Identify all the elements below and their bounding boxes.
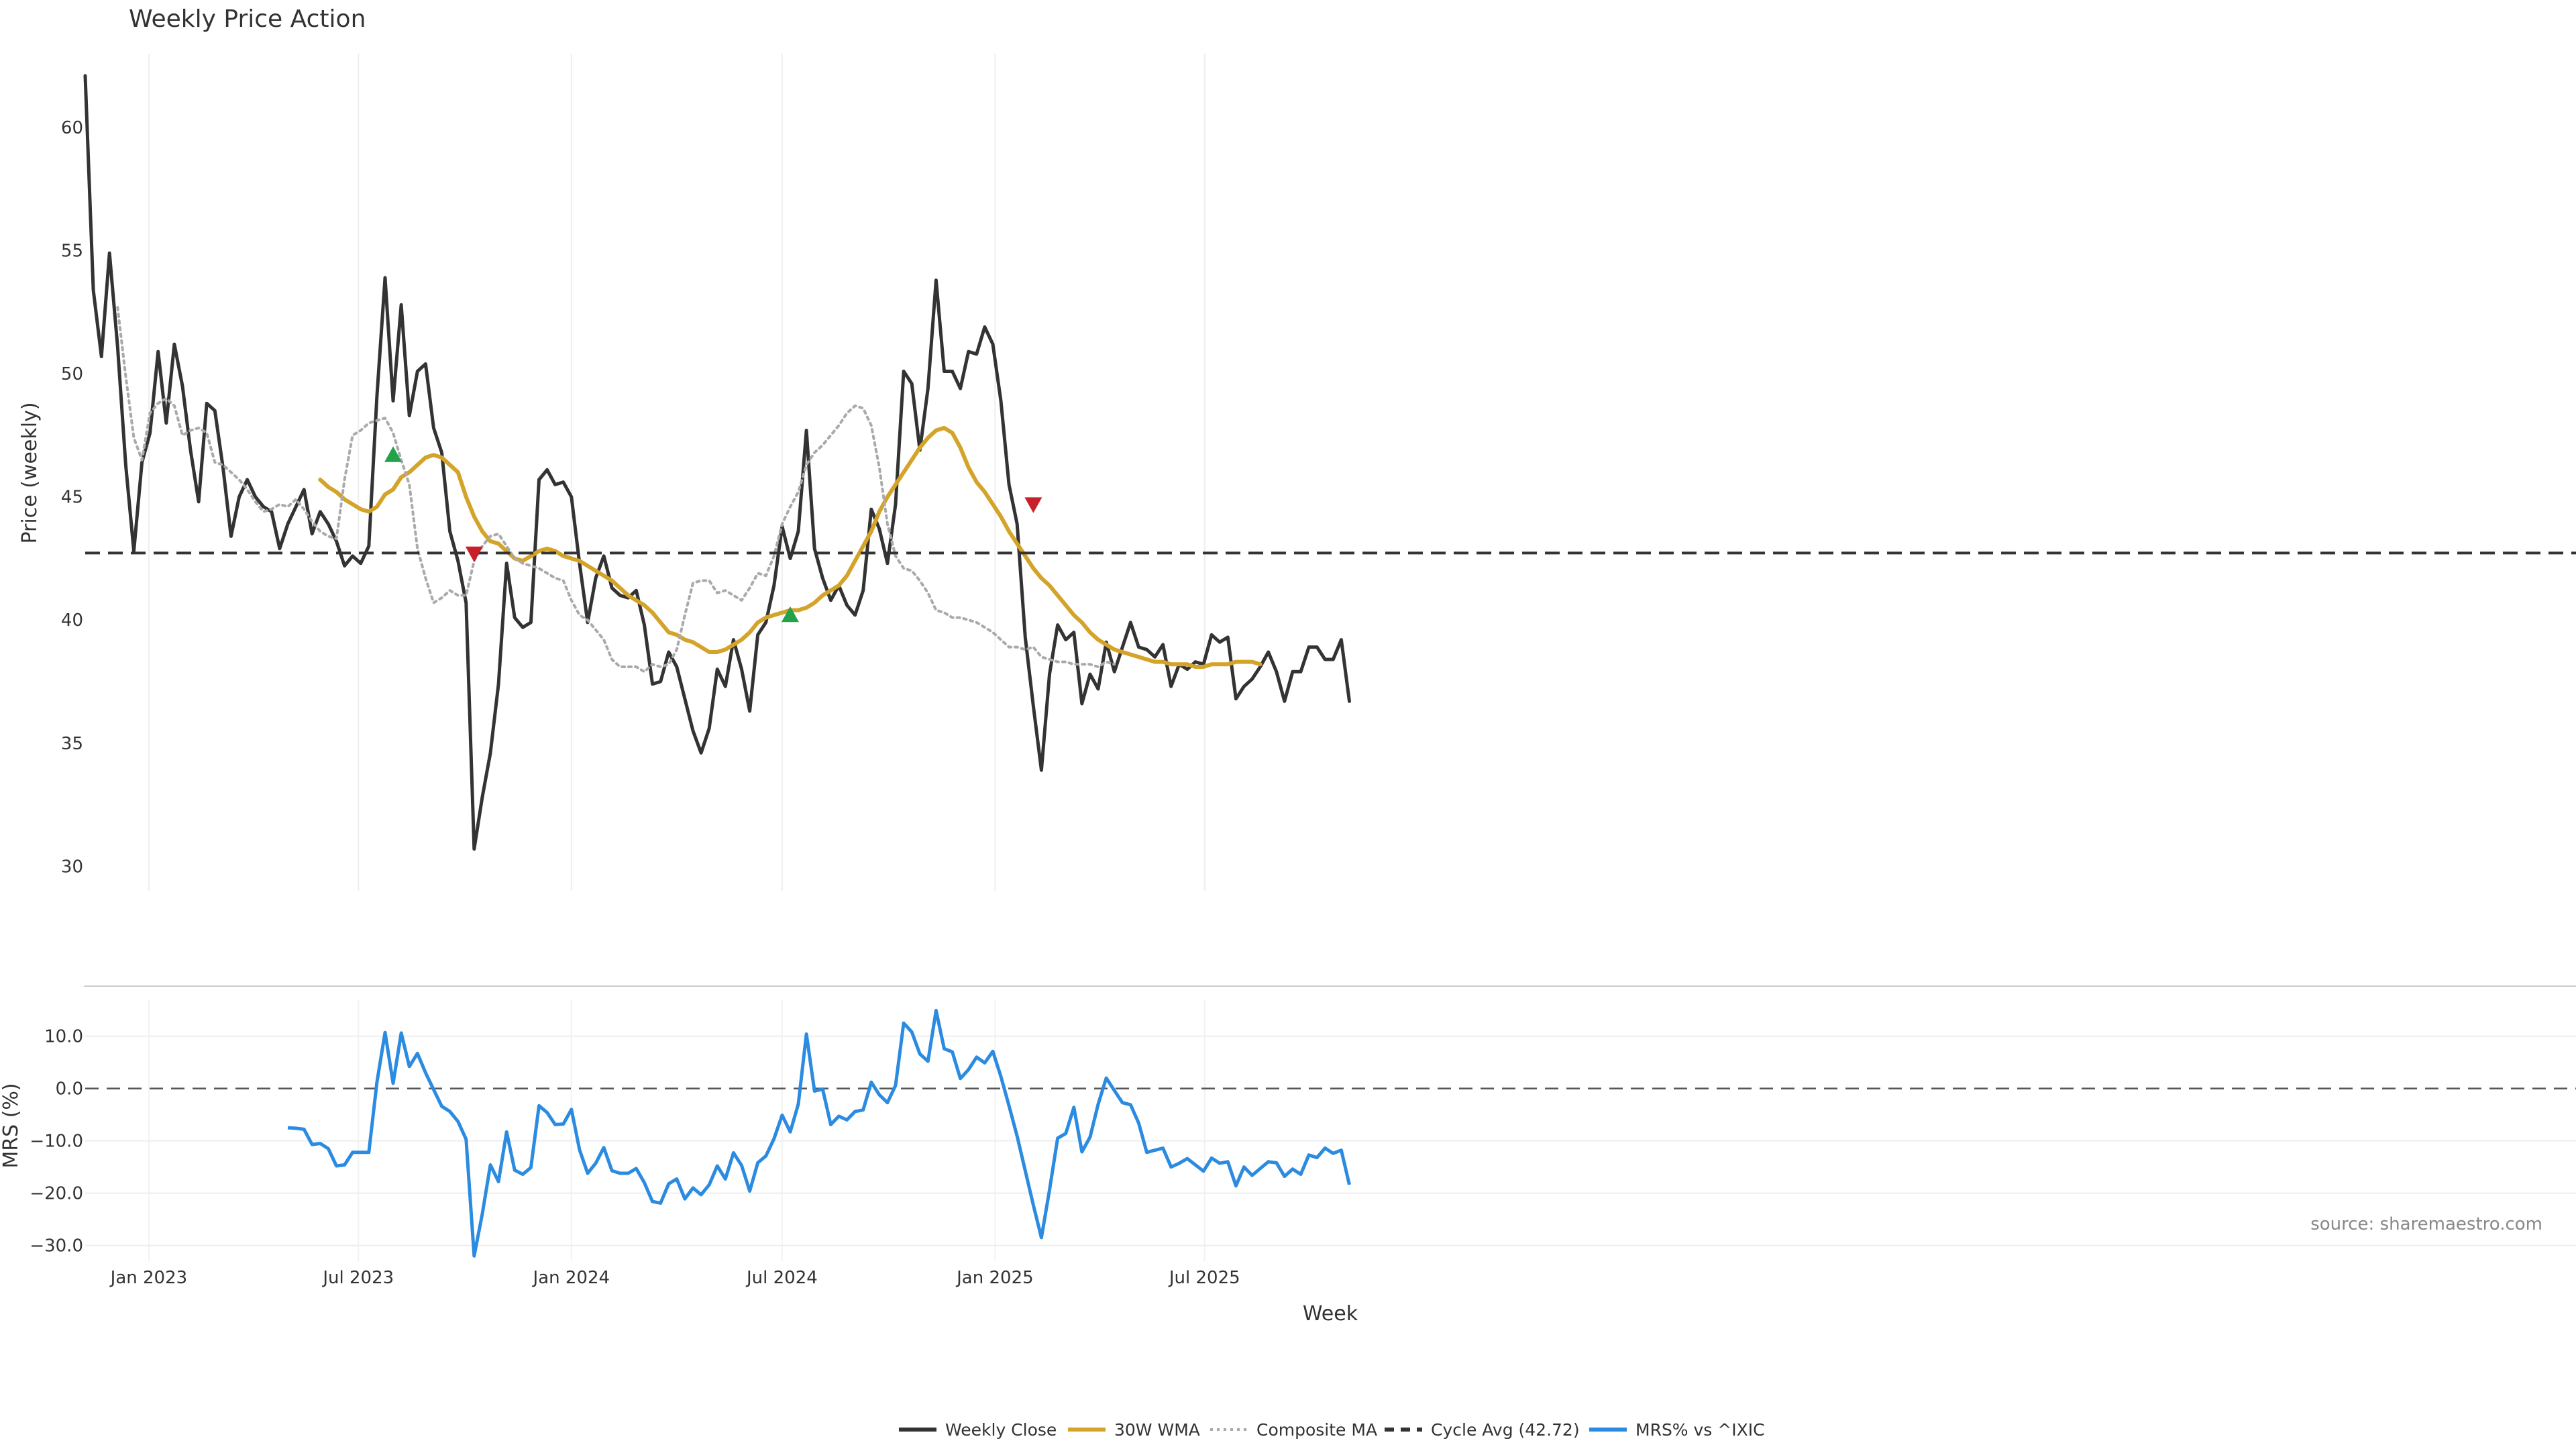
series-mrs xyxy=(287,1008,1351,1258)
mrs-y-axis-label: MRS (%) xyxy=(0,1083,23,1168)
price-grid xyxy=(148,54,1205,891)
price-series xyxy=(83,74,2576,851)
legend-entry: MRS% vs ^IXIC xyxy=(1589,1420,1765,1440)
x-tick-label: Jan 2024 xyxy=(532,1268,610,1288)
mrs-y-tick-label: −30.0 xyxy=(30,1236,83,1256)
price-markers xyxy=(384,446,1042,623)
legend-entry: Weekly Close xyxy=(899,1420,1057,1440)
mrs-y-tick-label: 10.0 xyxy=(44,1027,83,1047)
mrs-series xyxy=(287,1008,1351,1258)
buy-signal-marker xyxy=(384,446,402,462)
series-wma xyxy=(318,425,1263,669)
series-close xyxy=(83,74,1351,851)
mrs-y-tick-label: 0.0 xyxy=(56,1079,83,1099)
legend-label: MRS% vs ^IXIC xyxy=(1635,1420,1765,1440)
x-tick-label: Jul 2023 xyxy=(321,1268,394,1288)
mrs-y-tick-label: −20.0 xyxy=(30,1184,83,1204)
price-y-axis-label: Price (weekly) xyxy=(18,402,42,543)
sell-signal-marker xyxy=(1024,497,1042,513)
legend: Weekly Close 30W WMA Composite MA Cycle Avg… xyxy=(899,1420,1765,1440)
price-y-tick-label: 60 xyxy=(61,118,83,138)
mrs-y-tick-label: −10.0 xyxy=(30,1132,83,1152)
series-composite xyxy=(116,306,1116,674)
price-y-tick-label: 55 xyxy=(61,241,83,262)
legend-entry: Cycle Avg (42.72) xyxy=(1385,1420,1580,1440)
source-note: source: sharemaestro.com xyxy=(2310,1214,2542,1234)
price-y-tick-label: 30 xyxy=(61,857,83,877)
x-tick-label: Jul 2024 xyxy=(745,1268,818,1288)
x-tick-label: Jan 2023 xyxy=(109,1268,188,1288)
price-y-tick-label: 40 xyxy=(61,610,83,631)
price-y-ticks: 30 35 40 45 50 55 60 xyxy=(61,118,83,877)
x-ticks: Jan 2023 Jul 2023 Jan 2024 Jul 2024 Jan 2025… xyxy=(109,1268,1240,1288)
price-y-tick-label: 35 xyxy=(61,734,83,754)
mrs-y-ticks: −30.0 −20.0 −10.0 0.0 10.0 xyxy=(30,1027,83,1256)
legend-label: Cycle Avg (42.72) xyxy=(1431,1420,1580,1440)
x-tick-label: Jan 2025 xyxy=(955,1268,1034,1288)
x-axis-label: Week xyxy=(1303,1302,1358,1326)
price-y-tick-label: 50 xyxy=(61,364,83,384)
buy-signal-marker xyxy=(781,606,799,623)
legend-entry: 30W WMA xyxy=(1068,1420,1200,1440)
mrs-grid xyxy=(85,1000,2576,1261)
legend-label: 30W WMA xyxy=(1114,1420,1200,1440)
sell-signal-marker xyxy=(465,546,483,563)
legend-label: Weekly Close xyxy=(945,1420,1057,1440)
price-y-tick-label: 45 xyxy=(61,488,83,508)
chart-title: Weekly Price Action xyxy=(129,5,366,33)
x-tick-label: Jul 2025 xyxy=(1168,1268,1240,1288)
legend-label: Composite MA xyxy=(1256,1420,1377,1440)
legend-entry: Composite MA xyxy=(1210,1420,1377,1440)
